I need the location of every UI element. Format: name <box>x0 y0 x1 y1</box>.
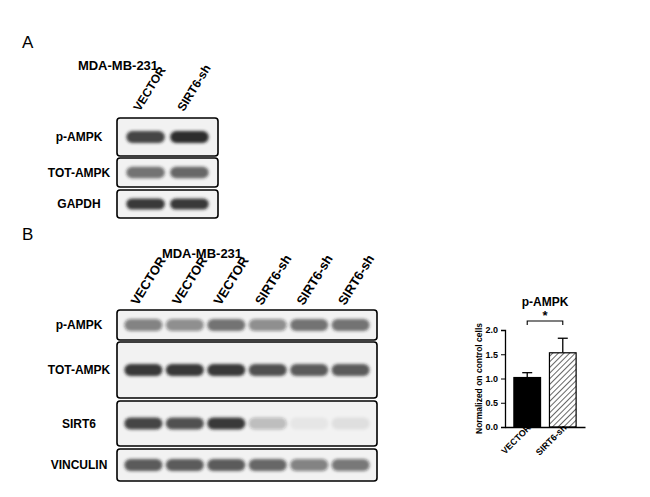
band <box>126 131 165 143</box>
row-label: GAPDH <box>57 197 100 211</box>
panel-letter: A <box>22 33 34 52</box>
lane-label: SIRT6-sh <box>252 252 295 308</box>
lane-label: VECTOR <box>130 64 168 114</box>
band <box>124 418 162 430</box>
band <box>170 167 209 179</box>
band <box>124 459 162 471</box>
y-axis: 0.0 0.5 1.0 1.5 2.0 <box>485 325 505 432</box>
x-tick-label: VECTOR <box>499 422 533 456</box>
y-tick: 0.0 <box>485 422 505 432</box>
bar-chart: 0.0 0.5 1.0 1.5 2.0 VECTORSIRT6-sh p-AMPK Norma… <box>474 295 586 457</box>
band <box>249 418 287 430</box>
lane-label: VECTOR <box>210 253 252 307</box>
band <box>207 459 245 471</box>
band <box>166 319 204 331</box>
y-tick: 1.0 <box>485 374 505 384</box>
y-axis-title: Normalized on control cells <box>474 323 484 434</box>
y-tick-label: 1.5 <box>485 350 498 360</box>
band <box>207 418 245 430</box>
band <box>332 459 370 471</box>
y-tick-mark <box>501 427 505 428</box>
blot-panel: A MDA-MB-231VECTORSIRT6-sh p-AMPK TOT-AMPK G… <box>22 33 218 218</box>
band <box>249 364 287 376</box>
significance-star: * <box>542 308 548 323</box>
band <box>332 319 370 331</box>
y-tick: 0.5 <box>485 398 505 408</box>
band <box>124 319 162 331</box>
x-axis-line <box>506 427 586 428</box>
band <box>207 364 245 376</box>
x-axis: VECTORSIRT6-sh <box>499 422 585 457</box>
band <box>170 131 209 143</box>
band <box>166 364 204 376</box>
y-tick-label: 1.0 <box>485 374 498 384</box>
blot-frame <box>117 158 218 187</box>
y-tick: 1.5 <box>485 350 505 360</box>
error-bar <box>527 373 528 378</box>
error-cap <box>558 338 568 339</box>
row-label: TOT-AMPK <box>48 363 111 377</box>
band <box>249 459 287 471</box>
lane-label: SIRT6-sh <box>335 252 378 308</box>
y-tick-label: 2.0 <box>485 325 498 335</box>
band <box>124 364 162 376</box>
y-tick-mark <box>501 403 505 404</box>
y-tick-mark <box>501 354 505 355</box>
x-tick-label: SIRT6-sh <box>534 423 569 458</box>
blot-frame <box>117 449 377 481</box>
band <box>166 459 204 471</box>
y-tick-label: 0.5 <box>485 398 498 408</box>
band <box>126 167 165 179</box>
row-label: p-AMPK <box>56 130 103 144</box>
error-bar <box>562 338 563 353</box>
band <box>290 459 328 471</box>
band <box>332 418 370 430</box>
y-axis-line <box>501 331 506 428</box>
chart-title: p-AMPK <box>522 295 569 309</box>
band <box>290 418 328 430</box>
y-tick-mark <box>501 379 505 380</box>
band <box>332 364 370 376</box>
error-cap <box>522 372 532 373</box>
band <box>170 198 209 209</box>
bar <box>514 378 541 427</box>
blot-frame <box>117 118 218 156</box>
blot-frame <box>117 190 218 218</box>
band <box>166 418 204 430</box>
band <box>126 198 165 209</box>
lane-label: SIRT6-sh <box>174 62 213 114</box>
row-label: VINCULIN <box>51 458 108 472</box>
lane-label: VECTOR <box>169 253 211 307</box>
blot-frame <box>117 342 377 398</box>
band <box>290 319 328 331</box>
y-tick-mark <box>501 330 505 331</box>
y-tick: 2.0 <box>485 325 505 335</box>
lane-label: SIRT6-sh <box>293 252 336 308</box>
panel-letter: B <box>22 225 33 244</box>
x-tick: SIRT6-sh <box>534 423 569 458</box>
blot-panel: BMDA-MB-231VECTORVECTORVECTORSIRT6-shSIR… <box>22 225 377 481</box>
band <box>290 364 328 376</box>
row-label: TOT-AMPK <box>48 166 111 180</box>
bars <box>514 338 576 427</box>
row-label: SIRT6 <box>62 417 96 431</box>
lane-label: VECTOR <box>127 253 169 307</box>
bar <box>549 353 576 427</box>
band <box>207 319 245 331</box>
x-tick: VECTOR <box>499 422 533 456</box>
cell-line: MDA-MB-231 <box>78 58 158 73</box>
row-label: p-AMPK <box>56 318 103 332</box>
band <box>249 319 287 331</box>
blot-frame <box>117 401 377 446</box>
blot-frame <box>117 310 377 340</box>
y-tick-label: 0.0 <box>485 422 498 432</box>
